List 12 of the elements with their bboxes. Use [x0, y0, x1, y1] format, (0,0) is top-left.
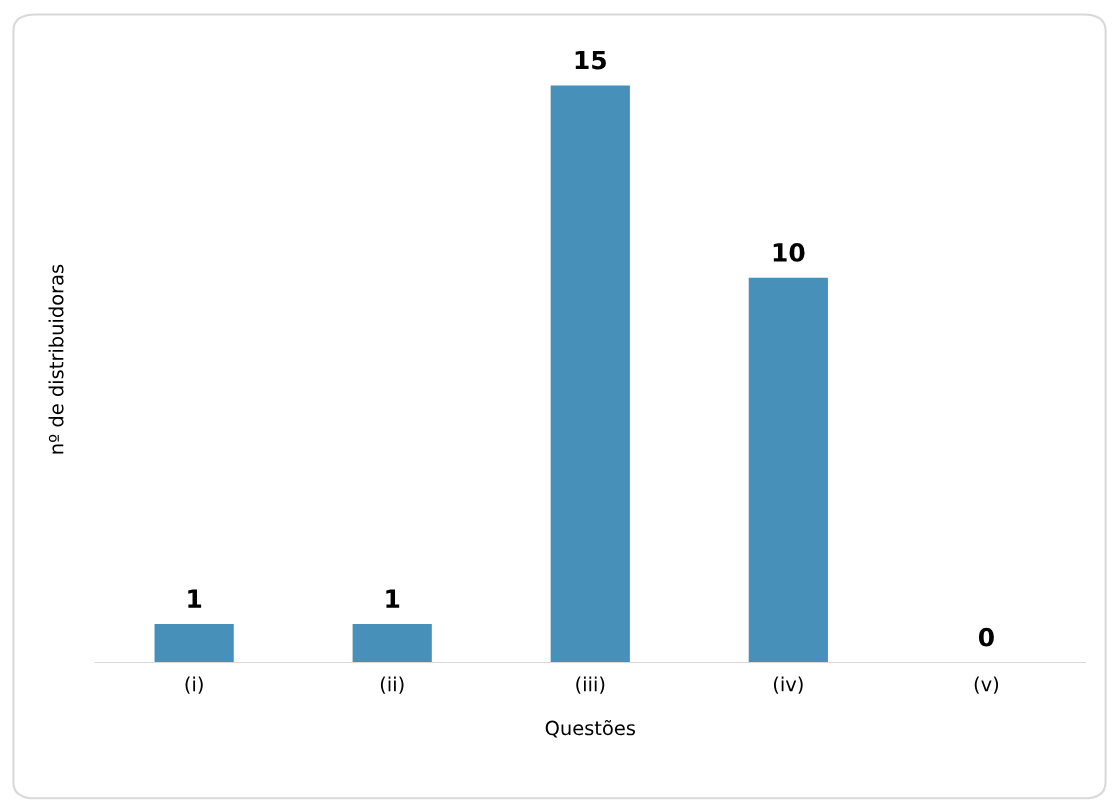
data-label: 1 [386, 589, 400, 608]
data-label: 1 [188, 589, 202, 608]
data-label: 10 [773, 242, 805, 262]
x-axis-title: Questões [545, 719, 635, 738]
y-axis-title: nº de distribuidoras [48, 264, 64, 454]
data-label: 15 [575, 50, 606, 70]
x-tick-label: (iv) [773, 676, 803, 694]
x-tick-label: (iii) [576, 676, 605, 694]
data-label: 0 [978, 627, 994, 647]
x-tick-label: (ii) [380, 676, 404, 694]
x-tick-label: (v) [974, 676, 999, 694]
x-tick-label: (i) [185, 676, 203, 694]
